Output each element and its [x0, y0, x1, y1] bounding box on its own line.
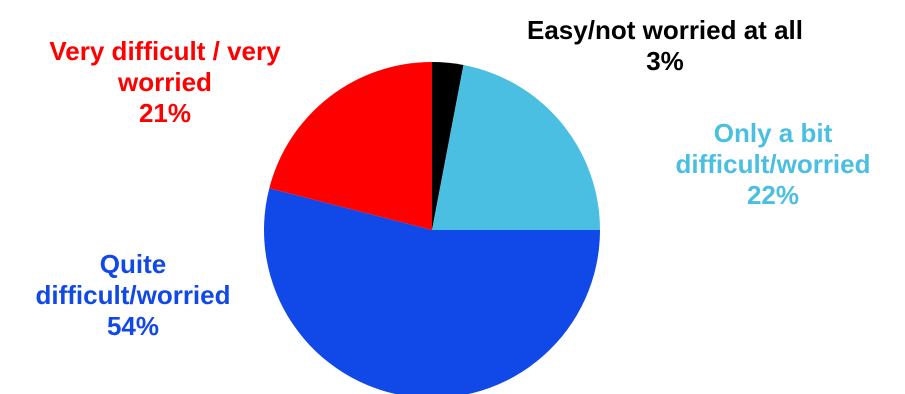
- pie-category-label: Very difficult / very: [49, 36, 281, 66]
- pie-slice-quite: [264, 188, 600, 394]
- pie-category-label: difficult/worried: [36, 280, 231, 310]
- pie-label-only-a-bit: Only a bit difficult/worried 22%: [676, 118, 871, 210]
- pie-value-label: 3%: [646, 46, 684, 76]
- pie-label-very: Very difficult / very worried 21%: [49, 36, 281, 128]
- pie-slice-only-a-bit: [432, 64, 600, 230]
- pie-category-label: Quite: [100, 249, 166, 279]
- pie-label-easy: Easy/not worried at all 3%: [527, 15, 803, 76]
- pie-labels: Easy/not worried at all 3%Only a bit diffi…: [36, 15, 871, 341]
- pie-category-label: Easy/not worried at all: [527, 15, 803, 45]
- pie-value-label: 54%: [107, 311, 159, 341]
- pie-slices: [264, 62, 600, 394]
- pie-category-label: Only a bit: [714, 118, 833, 148]
- pie-value-label: 21%: [139, 98, 191, 128]
- pie-slice-very: [269, 62, 432, 230]
- pie-category-label: difficult/worried: [676, 149, 871, 179]
- pie-label-quite: Quite difficult/worried 54%: [36, 249, 231, 341]
- pie-value-label: 22%: [747, 180, 799, 210]
- pie-category-label: worried: [117, 67, 212, 97]
- pie-slice-easy: [432, 62, 464, 230]
